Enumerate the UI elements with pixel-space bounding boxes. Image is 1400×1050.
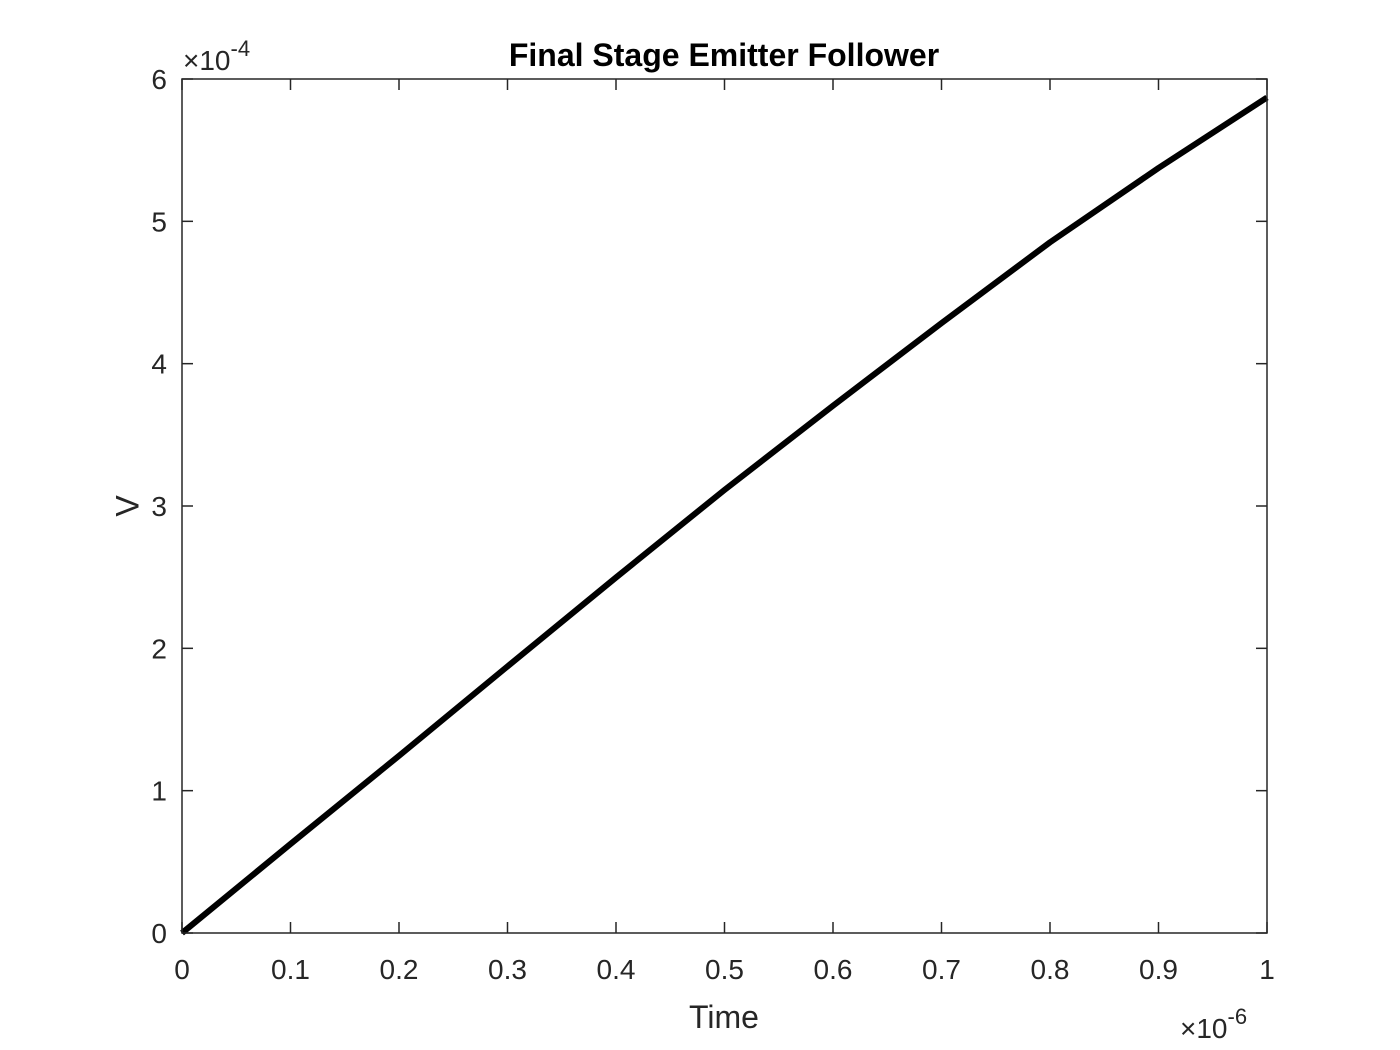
y-tick-label: 2 <box>151 633 167 664</box>
y-tick-label: 0 <box>151 918 167 949</box>
x-tick-label: 0.5 <box>705 954 744 985</box>
y-exponent-times: × <box>183 45 199 76</box>
x-tick-label: 0.2 <box>380 954 419 985</box>
x-tick-label: 0.6 <box>814 954 853 985</box>
y-tick-label: 6 <box>151 64 167 95</box>
y-tick-label: 4 <box>151 349 167 380</box>
x-tick-label: 0.8 <box>1031 954 1070 985</box>
y-tick-label: 5 <box>151 206 167 237</box>
x-tick-label: 1 <box>1259 954 1275 985</box>
plot-area-frame <box>181 78 1268 934</box>
y-exponent-base: 10 <box>199 45 230 76</box>
x-tick-label: 0.4 <box>597 954 636 985</box>
chart-title: Final Stage Emitter Follower <box>509 37 939 73</box>
y-tick-label: 1 <box>151 776 167 807</box>
x-exponent-base: 10 <box>1196 1013 1227 1044</box>
plot-area-background <box>182 79 1267 933</box>
x-tick-label: 0.7 <box>922 954 961 985</box>
x-axis-label: Time <box>689 999 759 1035</box>
y-exponent-label: ×10-4 <box>183 36 250 76</box>
x-tick-label: 0.9 <box>1139 954 1178 985</box>
x-tick-label: 0 <box>174 954 190 985</box>
x-exponent-times: × <box>1180 1013 1196 1044</box>
x-tick-labels: 0 0.1 0.2 0.3 0.4 0.5 0.6 0.7 0.8 0.9 1 <box>174 954 1275 985</box>
series-line <box>180 94 1269 936</box>
y-exponent-power: -4 <box>231 36 251 61</box>
x-tick-label: 0.3 <box>488 954 527 985</box>
y-tick-label: 3 <box>151 491 167 522</box>
x-tick-label: 0.1 <box>271 954 310 985</box>
y-tick-labels: 0 1 2 3 4 5 6 <box>151 64 167 949</box>
x-exponent-label: ×10-6 <box>1180 1004 1247 1044</box>
x-exponent-power: -6 <box>1228 1004 1248 1029</box>
y-axis-label: V <box>109 495 145 517</box>
